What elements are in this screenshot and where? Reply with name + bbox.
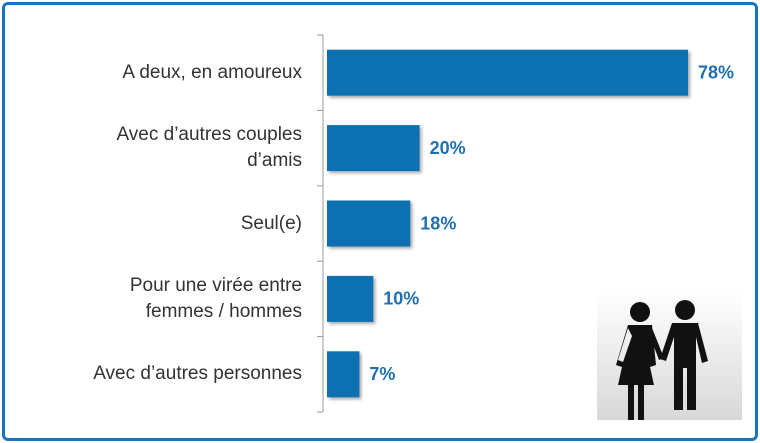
value-label: 78% xyxy=(698,62,734,82)
category-label: Seul(e) xyxy=(240,212,302,234)
bar xyxy=(327,200,411,247)
category-label: Pour une virée entre femmes / hommes xyxy=(129,274,302,322)
category-label: Avec d’autres personnes xyxy=(93,363,302,385)
bar xyxy=(327,275,374,322)
value-label: 10% xyxy=(383,289,419,309)
value-label: 7% xyxy=(369,364,395,384)
value-label: 20% xyxy=(430,138,466,158)
value-label: 18% xyxy=(420,213,456,233)
category-label: Avec d’autres couples d’amis xyxy=(116,124,302,172)
bar xyxy=(327,125,420,172)
couple-icon xyxy=(597,290,742,420)
bar xyxy=(327,351,360,398)
category-label: A deux, en amoureux xyxy=(122,61,302,83)
bar xyxy=(327,49,688,96)
